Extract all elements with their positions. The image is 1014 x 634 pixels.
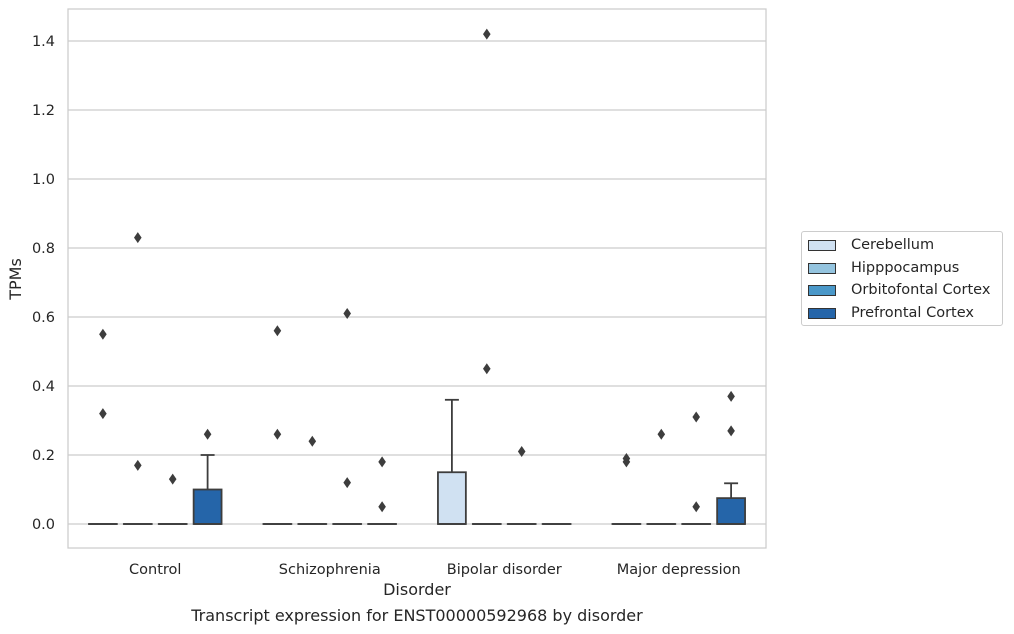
tick-labels: 0.0 0.2 0.4 0.6 0.8 1.0 1.2 1.4 Control Schizophr… xyxy=(32,34,741,578)
box-group xyxy=(437,398,467,525)
outlier-point xyxy=(134,232,142,244)
outlier-point xyxy=(692,501,700,513)
legend-item-hippocampus: Hipppocampus xyxy=(808,258,959,278)
outlier-point xyxy=(378,456,386,468)
legend-item-prefrontal-cortex: Prefrontal Cortex xyxy=(808,303,974,323)
outlier-point xyxy=(483,28,491,40)
box-group xyxy=(332,308,363,525)
legend-item-orbitofrontal-cortex: Orbitofontal Cortex xyxy=(808,280,990,300)
legend-swatch xyxy=(808,239,836,251)
legend-label: Prefrontal Cortex xyxy=(851,305,974,321)
box-group xyxy=(192,428,223,525)
box xyxy=(192,488,223,525)
legend: Cerebellum Hipppocampus Orbitofontal Cor… xyxy=(801,231,1003,326)
box-group xyxy=(506,446,537,525)
outlier-point xyxy=(308,435,317,447)
outlier-point xyxy=(727,390,735,402)
x-tick-label: Schizophrenia xyxy=(279,562,381,578)
y-tick-label: 1.2 xyxy=(32,103,55,119)
outlier-point xyxy=(517,446,526,458)
y-tick-label: 0.6 xyxy=(32,310,55,326)
gridlines xyxy=(68,40,766,525)
outlier-point xyxy=(622,456,631,468)
outlier-point xyxy=(134,459,142,471)
box-group xyxy=(262,325,293,525)
y-tick-label: 0.8 xyxy=(32,241,55,257)
legend-swatch xyxy=(808,307,836,319)
y-tick-label: 1.4 xyxy=(32,34,55,50)
box-group xyxy=(122,232,153,525)
box xyxy=(437,471,467,525)
x-tick-label: Major depression xyxy=(617,562,741,578)
outlier-point xyxy=(168,473,177,485)
x-tick-label: Bipolar disorder xyxy=(447,562,562,578)
boxes xyxy=(88,28,746,525)
outlier-point xyxy=(99,328,107,340)
y-tick-label: 1.0 xyxy=(32,172,55,188)
box-group xyxy=(716,390,746,525)
box-group xyxy=(611,452,642,525)
legend-label: Cerebellum xyxy=(851,237,935,253)
box-group xyxy=(471,28,502,525)
outlier-point xyxy=(273,325,282,337)
outlier-point xyxy=(343,308,351,320)
box-group xyxy=(297,435,328,525)
box-group xyxy=(367,456,397,525)
box-group xyxy=(646,428,677,525)
legend-label: Hipppocampus xyxy=(851,260,960,276)
legend-swatch xyxy=(808,284,836,296)
box-group xyxy=(681,411,712,525)
x-axis-label: Disorder xyxy=(383,580,451,599)
outlier-point xyxy=(483,363,491,375)
outlier-point xyxy=(203,428,212,440)
x-tick-label: Control xyxy=(129,562,181,578)
box xyxy=(716,497,746,525)
box-group xyxy=(88,328,118,525)
y-tick-label: 0.4 xyxy=(32,379,55,395)
legend-label: Orbitofontal Cortex xyxy=(851,282,991,298)
outlier-point xyxy=(378,501,386,513)
outlier-point xyxy=(692,411,700,423)
y-tick-label: 0.2 xyxy=(32,448,55,464)
legend-swatch xyxy=(808,262,836,274)
outlier-point xyxy=(657,428,666,440)
chart-caption: Transcript expression for ENST0000059296… xyxy=(191,606,643,625)
y-axis-label: TPMs xyxy=(6,258,25,301)
plot-frame xyxy=(67,8,767,549)
outlier-point xyxy=(343,477,351,489)
legend-item-cerebellum: Cerebellum xyxy=(808,235,934,255)
y-tick-label: 0.0 xyxy=(32,517,55,533)
outlier-point xyxy=(727,425,735,437)
outlier-point xyxy=(99,408,107,420)
box-group xyxy=(157,473,188,525)
outlier-point xyxy=(273,428,282,440)
